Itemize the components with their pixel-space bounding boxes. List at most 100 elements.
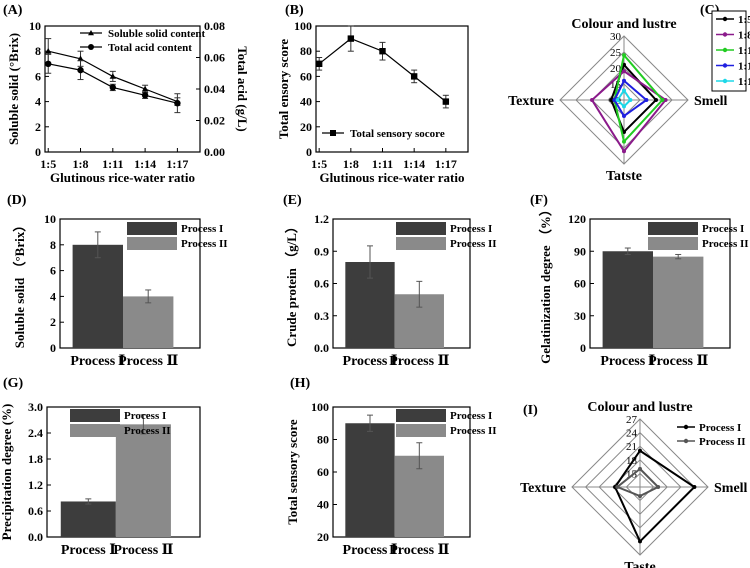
y2-tick-label: 0.06: [204, 51, 225, 65]
legend-label: Process I: [699, 422, 741, 434]
legend-label: Process II: [702, 238, 749, 250]
legend-marker: [722, 63, 728, 68]
y-tick-label: 2: [35, 120, 41, 134]
y-tick-label: 100: [311, 400, 329, 414]
data-point: [174, 99, 181, 107]
data-point: [622, 78, 626, 83]
legend-swatch: [648, 222, 698, 235]
y-tick-label: 3.0: [28, 400, 43, 414]
y-tick-label: 0.0: [314, 341, 329, 355]
legend: Process I Process II: [70, 409, 171, 437]
legend-label: 1:5: [738, 14, 750, 26]
axis-label-right: Smell: [714, 481, 748, 496]
bar-process-i: [345, 423, 395, 537]
x-tick-label: Process Ⅱ: [389, 543, 449, 558]
y-tick-label: 0.3: [314, 309, 329, 323]
radial-tick-label: 30: [610, 31, 622, 43]
legend: Process I Process II: [677, 422, 746, 448]
radial-tick-label: 25: [610, 47, 622, 59]
legend-swatch: [127, 222, 177, 235]
y2-tick-label: 0.04: [204, 82, 225, 96]
legend-marker: [722, 47, 728, 53]
bar-process-ii: [394, 455, 444, 537]
legend: Process I Process II: [396, 222, 497, 250]
data-point: [638, 539, 642, 544]
y2-tick-label: 0.08: [204, 19, 225, 33]
bar-process-ii: [653, 256, 704, 348]
legend-label: Soluble solid content: [108, 28, 206, 40]
bar-process-ii: [123, 296, 174, 348]
axis-label-left: Texture: [508, 94, 554, 109]
panel-h: (H) 20 40 60 80 100 Total sensory score Process…: [285, 376, 497, 558]
y-tick-label: 0.0: [28, 530, 43, 544]
y-axis-label: Total sensory score: [285, 419, 300, 525]
data-point: [656, 485, 661, 489]
y-tick-label: 10: [29, 19, 41, 33]
legend-label: Process II: [450, 425, 497, 437]
panel-label: (I): [523, 403, 538, 418]
plot-frame: [315, 25, 469, 153]
panel-label: (E): [283, 193, 302, 208]
legend: Total sensory socore: [322, 128, 445, 140]
x-tick-label: 1:17: [435, 157, 457, 171]
legend-swatch: [70, 409, 120, 422]
y-tick-label: 8: [50, 238, 56, 252]
panel-g: (G) 0.0 0.6 1.2 1.8 2.4 3.0 Precipitation degre…: [0, 376, 201, 558]
radial-tick-label: 21: [626, 441, 637, 453]
data-point: [660, 98, 665, 102]
legend-swatch: [70, 424, 120, 437]
series-1-8: [590, 69, 668, 154]
legend-label: Process II: [181, 238, 228, 250]
y-tick-label: 100: [294, 19, 312, 33]
x-tick-label: Process Ⅰ: [61, 543, 116, 558]
axis-label-top: Colour and lustre: [587, 400, 692, 415]
series-1-5: [609, 62, 658, 134]
error-bar: [416, 442, 423, 470]
data-point: [379, 48, 386, 55]
panel-f: (F) 0 30 60 90 120 Gelatinization degree （%） Pr…: [530, 193, 749, 369]
axis-label-left: Texture: [520, 481, 566, 496]
y-tick-label: 0: [35, 145, 41, 159]
legend: Soluble solid content Total acid content: [80, 28, 206, 54]
radial-tick-label: 18: [626, 455, 638, 467]
legend-marker: [722, 16, 728, 22]
series-total-acid-content: [45, 53, 181, 114]
legend-marker: [88, 30, 94, 36]
x-tick-label: Process Ⅰ: [343, 354, 398, 369]
series-total-sensory-socore: [315, 25, 450, 109]
y-tick-label: 80: [300, 44, 312, 58]
y-axis-label: Total ensory score: [276, 39, 291, 140]
x-tick-label: 1:11: [372, 157, 393, 171]
legend-label: Process I: [124, 410, 166, 422]
y-tick-label: 120: [568, 212, 586, 226]
legend-label: Process II: [450, 238, 497, 250]
legend-swatch: [396, 409, 446, 422]
legend-label: Process II: [699, 436, 746, 448]
radial-tick-label: 27: [626, 414, 638, 426]
panel-label: (A): [3, 3, 23, 18]
data-point: [638, 466, 642, 471]
error-bar: [366, 414, 373, 432]
x-tick-label: 1:17: [166, 157, 188, 171]
data-point: [45, 48, 52, 54]
data-point: [622, 114, 626, 118]
bar-process-i: [602, 251, 653, 348]
legend-marker: [330, 130, 336, 136]
panel-b: (B) 0 20 40 60 80 100 1:5 1:8 1:11 1:14 1:17Glutino…: [276, 3, 469, 185]
error-bar: [140, 414, 147, 435]
data-point: [622, 88, 626, 93]
panel-a: (A) 0 2 4 6 8 10 0.00 0.02 0.04 0.06 0.08 Total acid…: [3, 3, 250, 185]
legend: 1:5 1:8 1:11 1:14 1:17: [711, 10, 750, 92]
x-tick-label: Process Ⅱ: [113, 543, 173, 558]
data-point: [638, 494, 642, 499]
y-tick-label: 0: [580, 341, 586, 355]
series-1-14: [612, 78, 649, 118]
y-tick-label: 0.6: [314, 277, 329, 291]
legend-label: Process I: [450, 410, 492, 422]
axis-label-bottom: Tatste: [606, 169, 642, 184]
data-point: [622, 104, 626, 109]
panel-label: (D): [7, 193, 27, 208]
legend: Process I Process II: [396, 409, 497, 437]
